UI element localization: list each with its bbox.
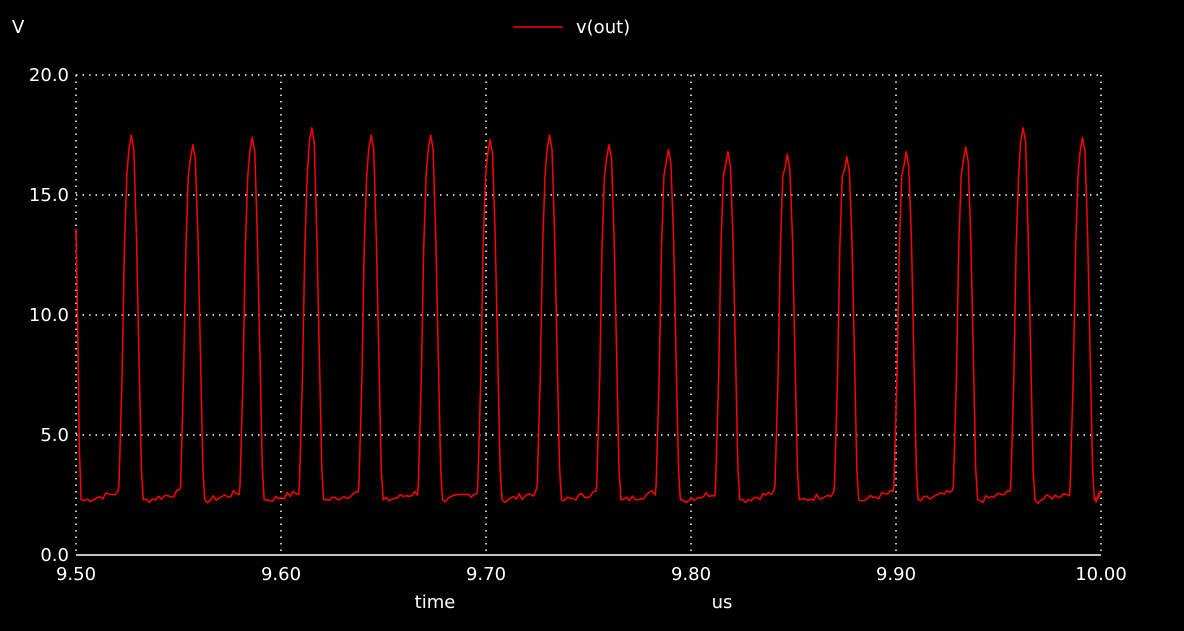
x-tick-label: 9.90 [876, 564, 916, 585]
x-tick-label: 10.00 [1075, 564, 1127, 585]
y-tick-label: 20.0 [29, 65, 69, 86]
traces [75, 127, 1102, 505]
y-tick-label: 5.0 [40, 425, 69, 446]
grid [75, 74, 1102, 555]
x-axis-label: time [415, 592, 456, 613]
legend: v(out) [513, 17, 630, 38]
x-tick-label: 9.80 [671, 564, 711, 585]
y-tick-label: 0.0 [40, 545, 69, 566]
x-tick-label: 9.70 [466, 564, 506, 585]
x-axis-unit: us [712, 592, 733, 613]
y-axis-label: V [12, 17, 25, 38]
x-tick-labels: 9.50 9.60 9.70 9.80 9.90 10.00 [56, 564, 1127, 585]
series-line-v-out [75, 127, 1102, 505]
x-tick-label: 9.50 [56, 564, 96, 585]
y-tick-label: 10.0 [29, 305, 69, 326]
legend-label-v-out: v(out) [576, 17, 630, 38]
x-tick-label: 9.60 [261, 564, 301, 585]
y-tick-labels: 0.0 5.0 10.0 15.0 20.0 [29, 65, 69, 566]
y-tick-label: 15.0 [29, 185, 69, 206]
